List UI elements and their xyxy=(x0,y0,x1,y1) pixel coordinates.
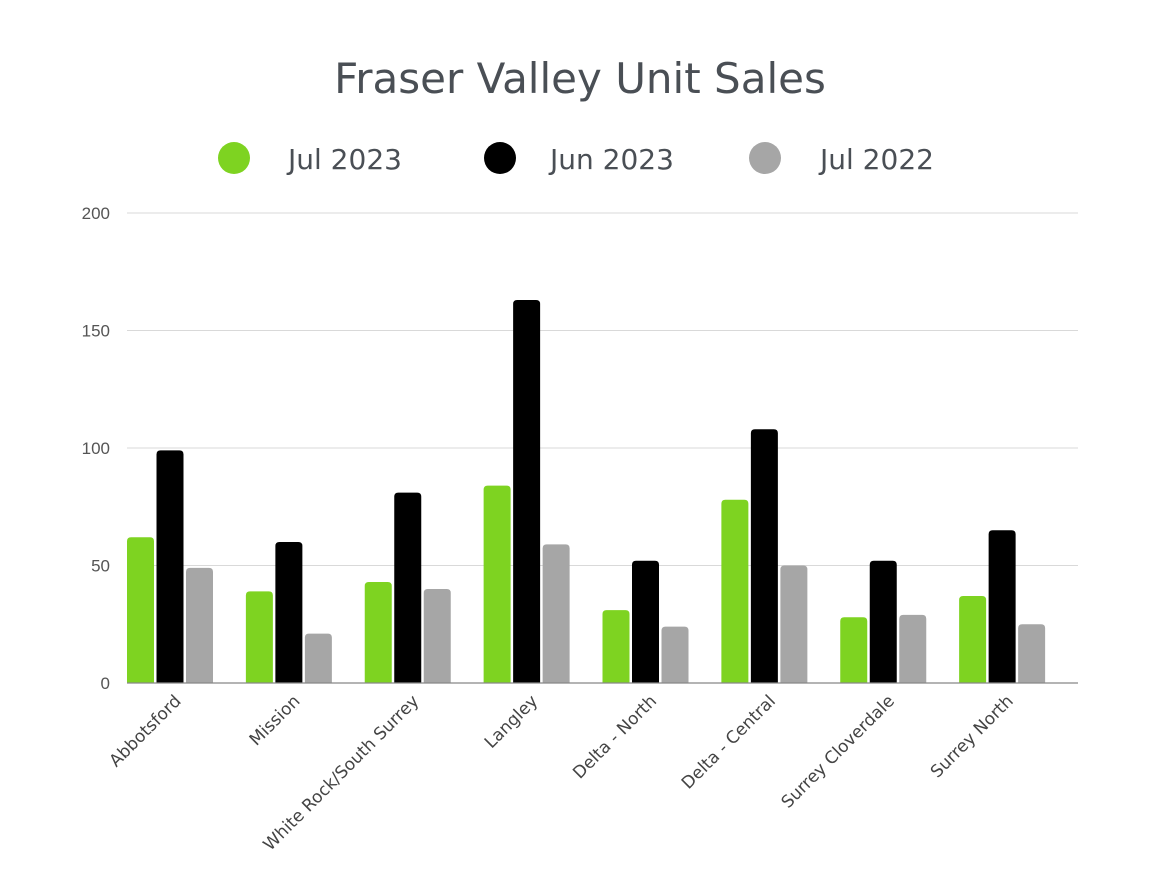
bar xyxy=(661,626,689,683)
legend-marker xyxy=(484,142,516,174)
y-tick-label: 100 xyxy=(82,439,110,458)
bar xyxy=(840,617,868,683)
bar xyxy=(513,299,541,683)
gridlines: 0 50 100 150 200 xyxy=(82,204,1078,693)
bar xyxy=(156,450,184,683)
bar xyxy=(780,565,808,683)
legend-marker xyxy=(749,142,781,174)
bar xyxy=(959,596,987,683)
bar xyxy=(394,492,422,683)
category-label: Abbotsford xyxy=(106,691,186,771)
legend-label: Jul 2023 xyxy=(286,143,402,176)
legend: Jul 2023 Jun 2023 Jul 2022 xyxy=(218,142,934,176)
bar xyxy=(364,581,392,683)
chart-title: Fraser Valley Unit Sales xyxy=(334,54,826,103)
category-label: Surrey North xyxy=(927,691,1018,782)
bar xyxy=(632,560,659,683)
legend-label: Jul 2022 xyxy=(818,143,934,176)
bars xyxy=(127,299,1078,684)
y-tick-label: 50 xyxy=(91,557,110,576)
bar xyxy=(750,429,778,683)
bar xyxy=(245,591,273,683)
category-label: Langley xyxy=(481,691,542,752)
bar xyxy=(542,544,570,683)
bar xyxy=(869,560,897,683)
bar xyxy=(483,485,511,683)
y-tick-label: 150 xyxy=(82,322,110,341)
category-label: Mission xyxy=(246,691,305,750)
bar xyxy=(423,589,451,683)
y-tick-label: 200 xyxy=(82,204,110,223)
y-tick-label: 0 xyxy=(101,674,110,693)
bar xyxy=(988,530,1016,683)
legend-marker xyxy=(218,142,250,174)
bar xyxy=(721,499,749,683)
category-label: Delta - Central xyxy=(678,691,780,793)
bar xyxy=(304,633,332,683)
bar xyxy=(275,542,303,683)
bar xyxy=(602,610,630,683)
bar xyxy=(127,537,154,683)
legend-label: Jun 2023 xyxy=(548,143,674,176)
bar xyxy=(1018,624,1046,683)
bar xyxy=(899,614,927,683)
category-label: Delta - North xyxy=(569,691,661,783)
bar xyxy=(186,567,213,683)
category-label: Surrey Cloverdale xyxy=(778,691,899,812)
